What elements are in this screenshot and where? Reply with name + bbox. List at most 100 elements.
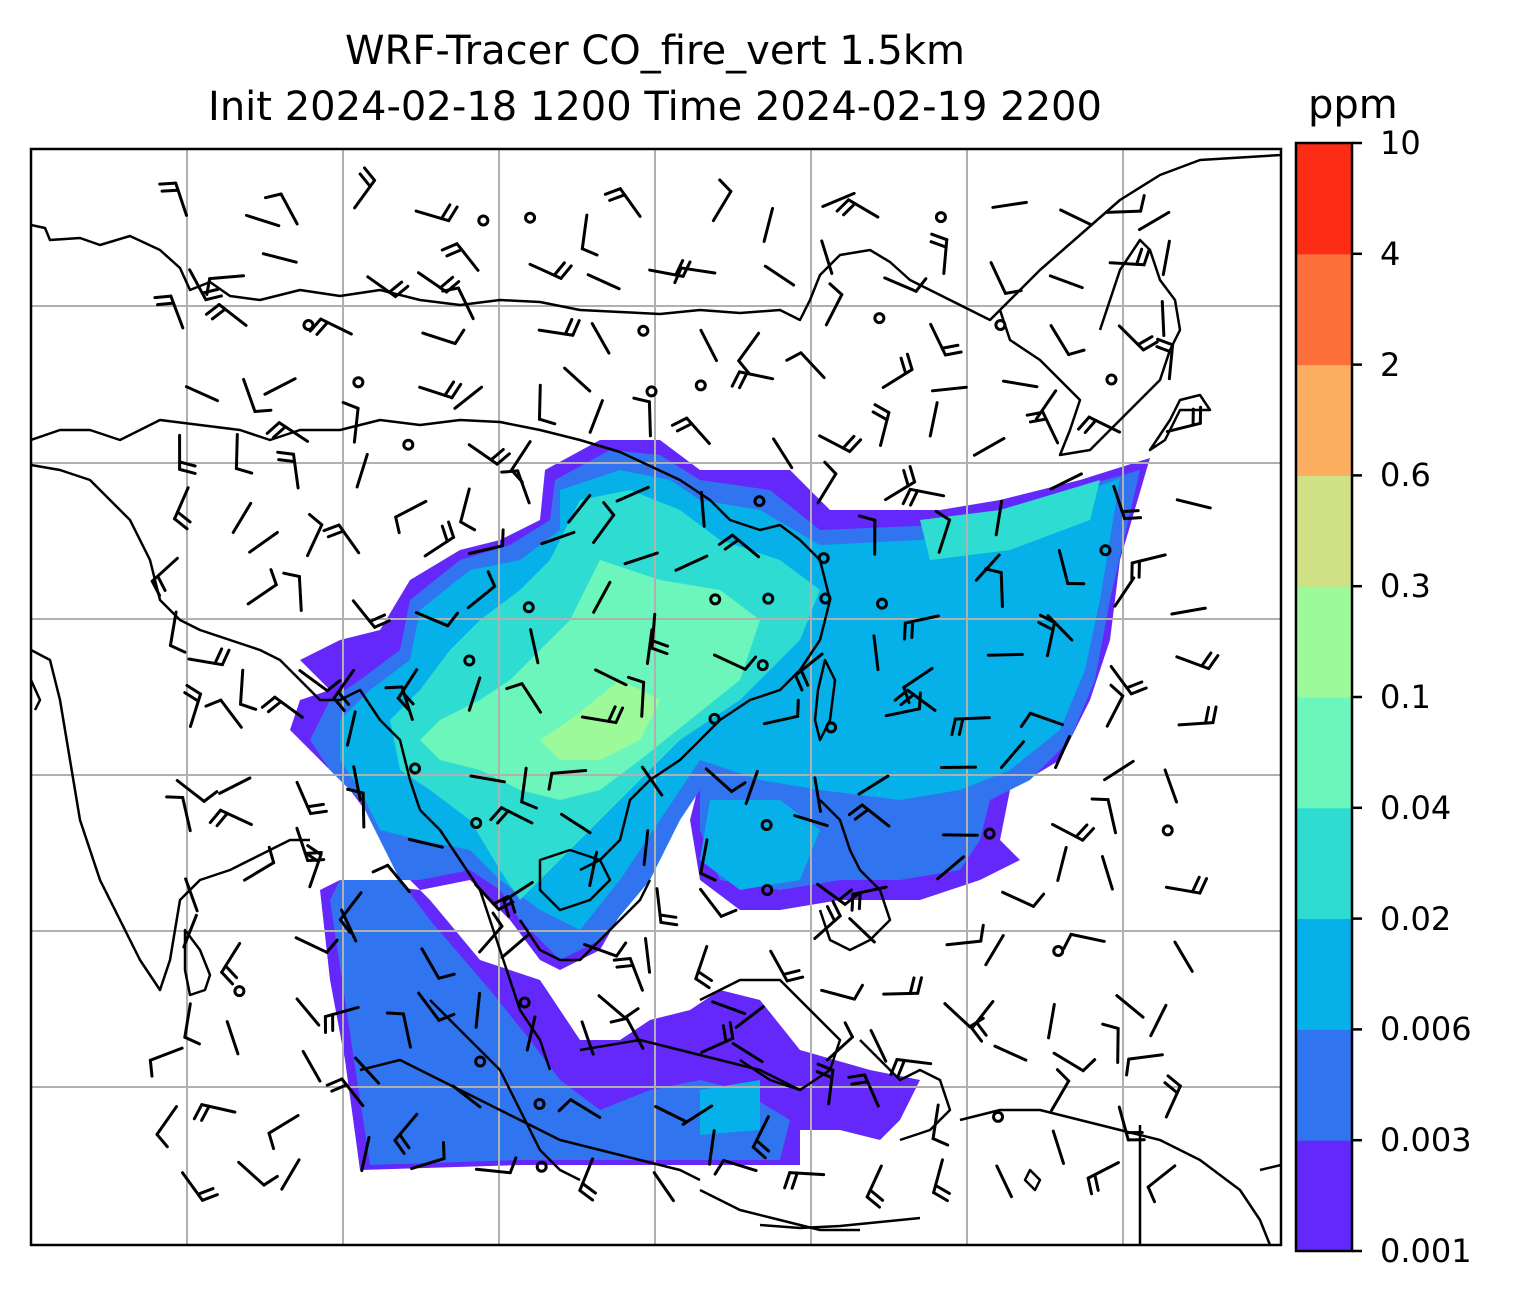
wind-barb (261, 252, 298, 264)
wind-barb (1051, 822, 1096, 842)
wind-barb (467, 528, 505, 555)
wind-barb (467, 676, 482, 712)
wind-barb (325, 1077, 365, 1108)
wind-barb (246, 568, 278, 606)
wind-barb (1175, 651, 1220, 671)
wind-barb (881, 352, 914, 389)
wind-barb (187, 647, 231, 667)
wind-barb (1105, 683, 1125, 728)
wind-barb (267, 1114, 300, 1151)
wind-barb (588, 399, 604, 434)
wind-barb-calm (992, 1110, 1005, 1123)
wind-barb (1090, 797, 1118, 835)
wind-barb (175, 779, 219, 803)
wind-barb (158, 181, 188, 217)
wind-barb (857, 514, 877, 556)
wind-barb (893, 688, 937, 712)
wind-barb (155, 1105, 179, 1149)
wind-barb (1056, 845, 1068, 882)
wind-barb (626, 675, 646, 718)
wind-barb (340, 908, 358, 943)
wind-barb (1086, 1161, 1120, 1196)
wind-barb-calm (825, 721, 838, 734)
wind-barb (699, 887, 738, 918)
wind-barb (670, 416, 711, 446)
wind-barb (857, 774, 890, 796)
colorbar-tick-label: 4 (1380, 234, 1401, 273)
wind-barb (505, 682, 543, 714)
wind-barb (712, 653, 758, 671)
wind-barb (1050, 1068, 1071, 1112)
wind-barb (220, 941, 242, 986)
wind-barb (301, 1049, 322, 1083)
wind-barb (346, 710, 357, 747)
wind-barb-calm (994, 319, 1007, 332)
wind-barb (1130, 553, 1167, 581)
wind-barb (1103, 759, 1135, 782)
wind-barb (850, 885, 888, 912)
wind-barb (393, 1112, 419, 1155)
wind-barb-calm (983, 827, 996, 840)
wind-barb-calm (873, 312, 886, 325)
colorbar-unit-label: ppm (1308, 82, 1398, 128)
wind-barb (824, 282, 844, 327)
wind-barb (580, 213, 599, 257)
wind-barb (783, 1171, 826, 1190)
wind-barb (730, 370, 775, 390)
wind-barb (903, 614, 941, 641)
wind-barb (818, 434, 863, 454)
wind-barb (260, 695, 304, 719)
wind-barb-calm (760, 819, 773, 832)
wind-barb (1001, 379, 1039, 389)
wind-barb (794, 652, 824, 692)
wind-barb (645, 628, 654, 666)
wind-barb-calm (233, 985, 246, 998)
wind-barb (385, 1011, 412, 1049)
wind-barb (847, 803, 891, 828)
wind-barb (1149, 1003, 1168, 1038)
wind-barb (592, 580, 612, 614)
wind-barb (466, 570, 497, 610)
wind-barb (168, 610, 187, 654)
wind-barb (1161, 239, 1171, 277)
wind-barb (414, 611, 460, 628)
chart-title: WRF-Tracer CO_fire_vert 1.5km (344, 28, 966, 74)
wind-barb (1057, 549, 1086, 586)
wind-barb (244, 213, 281, 228)
wind-barb (1163, 1074, 1182, 1119)
wind-barb (537, 383, 557, 426)
wind-barb-calm (761, 884, 774, 897)
coastline-segment (31, 679, 42, 711)
wind-barb (820, 983, 864, 1001)
coastline-segment (538, 848, 612, 912)
wind-barb (751, 1115, 771, 1160)
wind-barb (762, 698, 800, 726)
coastline-segment (359, 1058, 701, 1182)
colorbar-segment (1296, 1140, 1352, 1252)
wind-barb (700, 1021, 735, 1054)
wind-barb (813, 776, 822, 813)
wind-barb (632, 396, 652, 438)
wind-barb (1019, 711, 1064, 729)
wind-barb (418, 380, 463, 400)
wind-barb (417, 991, 456, 1022)
wind-barb-calm (409, 762, 422, 775)
wind-barb (1052, 1051, 1097, 1073)
wind-barb (559, 812, 592, 835)
wind-barb (901, 487, 946, 507)
wind-barb (609, 1016, 645, 1050)
wind-barb (1109, 664, 1148, 696)
wind-barb (644, 937, 652, 974)
wind-barb (502, 880, 534, 918)
wind-barb (540, 530, 576, 546)
wind-barb (642, 829, 650, 867)
wind-barb (694, 945, 714, 990)
coastline-segment (813, 658, 837, 742)
wind-barb (882, 976, 923, 996)
wind-barb (931, 1103, 950, 1147)
wind-barb (178, 433, 197, 475)
wind-barb (184, 385, 219, 403)
wind-barb-calm (756, 659, 769, 672)
wind-barb (239, 668, 258, 711)
